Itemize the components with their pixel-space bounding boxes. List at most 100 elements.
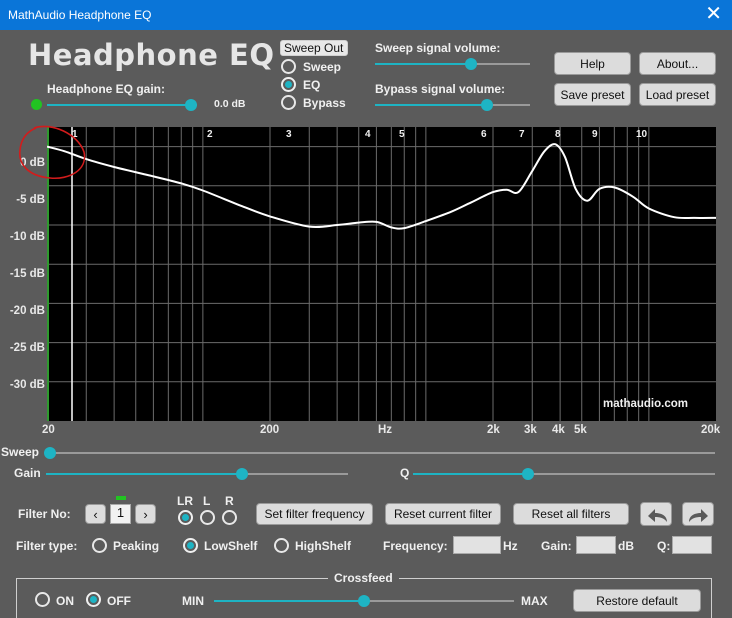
gain-slider-label: Gain <box>14 466 41 480</box>
undo-button[interactable] <box>640 502 672 526</box>
x-tick-label: 5k <box>574 424 587 436</box>
sweep-out-radio-eq[interactable] <box>281 77 296 92</box>
filter-type-highshelf[interactable]: HighShelf <box>295 539 351 553</box>
q-slider-label: Q <box>400 466 410 480</box>
filter-type-radio-peaking[interactable] <box>92 538 107 553</box>
x-tick-label: 20 <box>42 424 55 436</box>
y-tick-label: 0 dB <box>20 157 45 169</box>
crossfeed-slider-knob[interactable] <box>358 595 370 607</box>
filter-marker-label[interactable]: 9 <box>592 129 598 140</box>
restore-default-button[interactable]: Restore default <box>573 589 701 612</box>
graph-background <box>47 127 716 421</box>
filter-marker-label[interactable]: 10 <box>636 129 648 140</box>
filter-marker-label[interactable]: 7 <box>519 129 525 140</box>
filter-number-field[interactable]: 1 <box>110 504 131 524</box>
crossfeed-off-label[interactable]: OFF <box>107 594 131 608</box>
filter-type-peaking[interactable]: Peaking <box>113 539 160 553</box>
filter-marker-label[interactable]: 2 <box>207 129 213 140</box>
channel-radio-l[interactable] <box>200 510 215 525</box>
filter-type-lowshelf[interactable]: LowShelf <box>204 539 258 553</box>
frequency-unit: Hz <box>503 539 518 553</box>
x-tick-label: 3k <box>524 424 537 436</box>
reset-current-filter-button[interactable]: Reset current filter <box>385 503 501 525</box>
crossfeed-on-radio[interactable] <box>35 592 50 607</box>
crossfeed-min-label: MIN <box>182 594 204 608</box>
filter-next-button[interactable]: › <box>135 504 156 524</box>
bypass-volume-knob[interactable] <box>480 99 493 111</box>
frequency-label: Frequency: <box>383 539 448 553</box>
undo-icon <box>648 509 667 522</box>
q-field[interactable] <box>672 536 712 554</box>
close-icon[interactable]: ✕ <box>705 3 722 25</box>
redo-button[interactable] <box>682 502 714 526</box>
graph-vertical-grid <box>85 127 650 421</box>
filter-number-label: Filter No: <box>18 507 71 521</box>
sweep-out-radio-sweep[interactable] <box>281 59 296 74</box>
filter-type-radio-lowshelf[interactable] <box>183 538 198 553</box>
eq-gain-value: 0.0 dB <box>214 98 246 110</box>
filter-marker-label[interactable]: 4 <box>365 129 371 140</box>
channel-radio-lr[interactable] <box>178 510 193 525</box>
filter-active-led <box>116 496 126 500</box>
eq-response-curve <box>47 143 716 230</box>
sweep-volume-label: Sweep signal volume: <box>375 41 501 55</box>
bypass-volume-label: Bypass signal volume: <box>375 82 506 96</box>
gain-slider-knob[interactable] <box>236 468 249 480</box>
sweep-volume-knob[interactable] <box>465 58 478 70</box>
save-preset-button[interactable]: Save preset <box>554 83 631 106</box>
x-axis-unit-label: Hz <box>378 424 393 436</box>
load-preset-button[interactable]: Load preset <box>639 83 716 106</box>
graph-horizontal-grid <box>47 146 716 383</box>
eq-gain-slider-knob[interactable] <box>185 99 197 111</box>
sweep-slider-label: Sweep <box>1 445 40 459</box>
filter-type-label: Filter type: <box>16 539 78 553</box>
filter-marker-label[interactable]: 5 <box>399 129 405 140</box>
annotation-red-circle <box>19 125 86 179</box>
crossfeed-slider-fill <box>214 600 364 602</box>
filter-marker-label[interactable]: 1 <box>72 129 78 140</box>
x-tick-label: 20k <box>701 424 721 436</box>
channel-radio-r[interactable] <box>222 510 237 525</box>
chevron-left-icon: ‹ <box>93 506 98 522</box>
filter-prev-button[interactable]: ‹ <box>85 504 106 524</box>
y-tick-label: -15 dB <box>9 268 45 280</box>
x-tick-label: 200 <box>260 424 280 436</box>
gain-indicator-led <box>31 99 42 110</box>
y-tick-label: -25 dB <box>9 342 45 354</box>
gain-field[interactable] <box>576 536 616 554</box>
frequency-field[interactable] <box>453 536 501 554</box>
sweep-out-option-sweep[interactable]: Sweep <box>303 60 342 74</box>
channel-label-l: L <box>203 494 211 508</box>
channel-label-r: R <box>225 494 234 508</box>
q-slider-knob[interactable] <box>521 468 534 480</box>
window-title: MathAudio Headphone EQ <box>8 8 152 22</box>
reset-all-filters-button[interactable]: Reset all filters <box>513 503 629 525</box>
sweep-out-radio-bypass[interactable] <box>281 95 296 110</box>
filter-marker-label[interactable]: 3 <box>286 129 292 140</box>
y-tick-label: -20 dB <box>9 305 45 317</box>
sweep-slider-knob[interactable] <box>44 447 56 459</box>
redo-icon <box>689 509 708 522</box>
y-tick-label: -10 dB <box>9 231 45 243</box>
eq-gain-slider-fill <box>47 104 191 106</box>
x-tick-label: 4k <box>552 424 565 436</box>
sweep-slider-track[interactable] <box>48 452 715 454</box>
q-slider-track[interactable] <box>413 473 715 475</box>
q-field-label: Q: <box>657 539 671 553</box>
graph-watermark: mathaudio.com <box>603 398 688 410</box>
set-filter-frequency-button[interactable]: Set filter frequency <box>256 503 373 525</box>
about-button[interactable]: About... <box>639 52 716 75</box>
chevron-right-icon: › <box>143 506 148 522</box>
filter-type-radio-highshelf[interactable] <box>274 538 289 553</box>
sweep-out-option-bypass[interactable]: Bypass <box>303 96 346 110</box>
sweep-out-option-eq[interactable]: EQ <box>303 78 321 92</box>
crossfeed-title: Crossfeed <box>328 571 399 585</box>
bypass-volume-fill <box>375 104 487 106</box>
filter-marker-label[interactable]: 6 <box>481 129 487 140</box>
help-button[interactable]: Help <box>554 52 631 75</box>
eq-frequency-response-graph[interactable]: 1 2 3 4 5 6 7 8 9 10 mathaudio.com <box>47 127 716 421</box>
sweep-out-box: Sweep Out <box>280 40 348 56</box>
crossfeed-off-radio[interactable] <box>86 592 101 607</box>
filter-marker-label[interactable]: 8 <box>555 129 561 140</box>
crossfeed-on-label[interactable]: ON <box>56 594 74 608</box>
